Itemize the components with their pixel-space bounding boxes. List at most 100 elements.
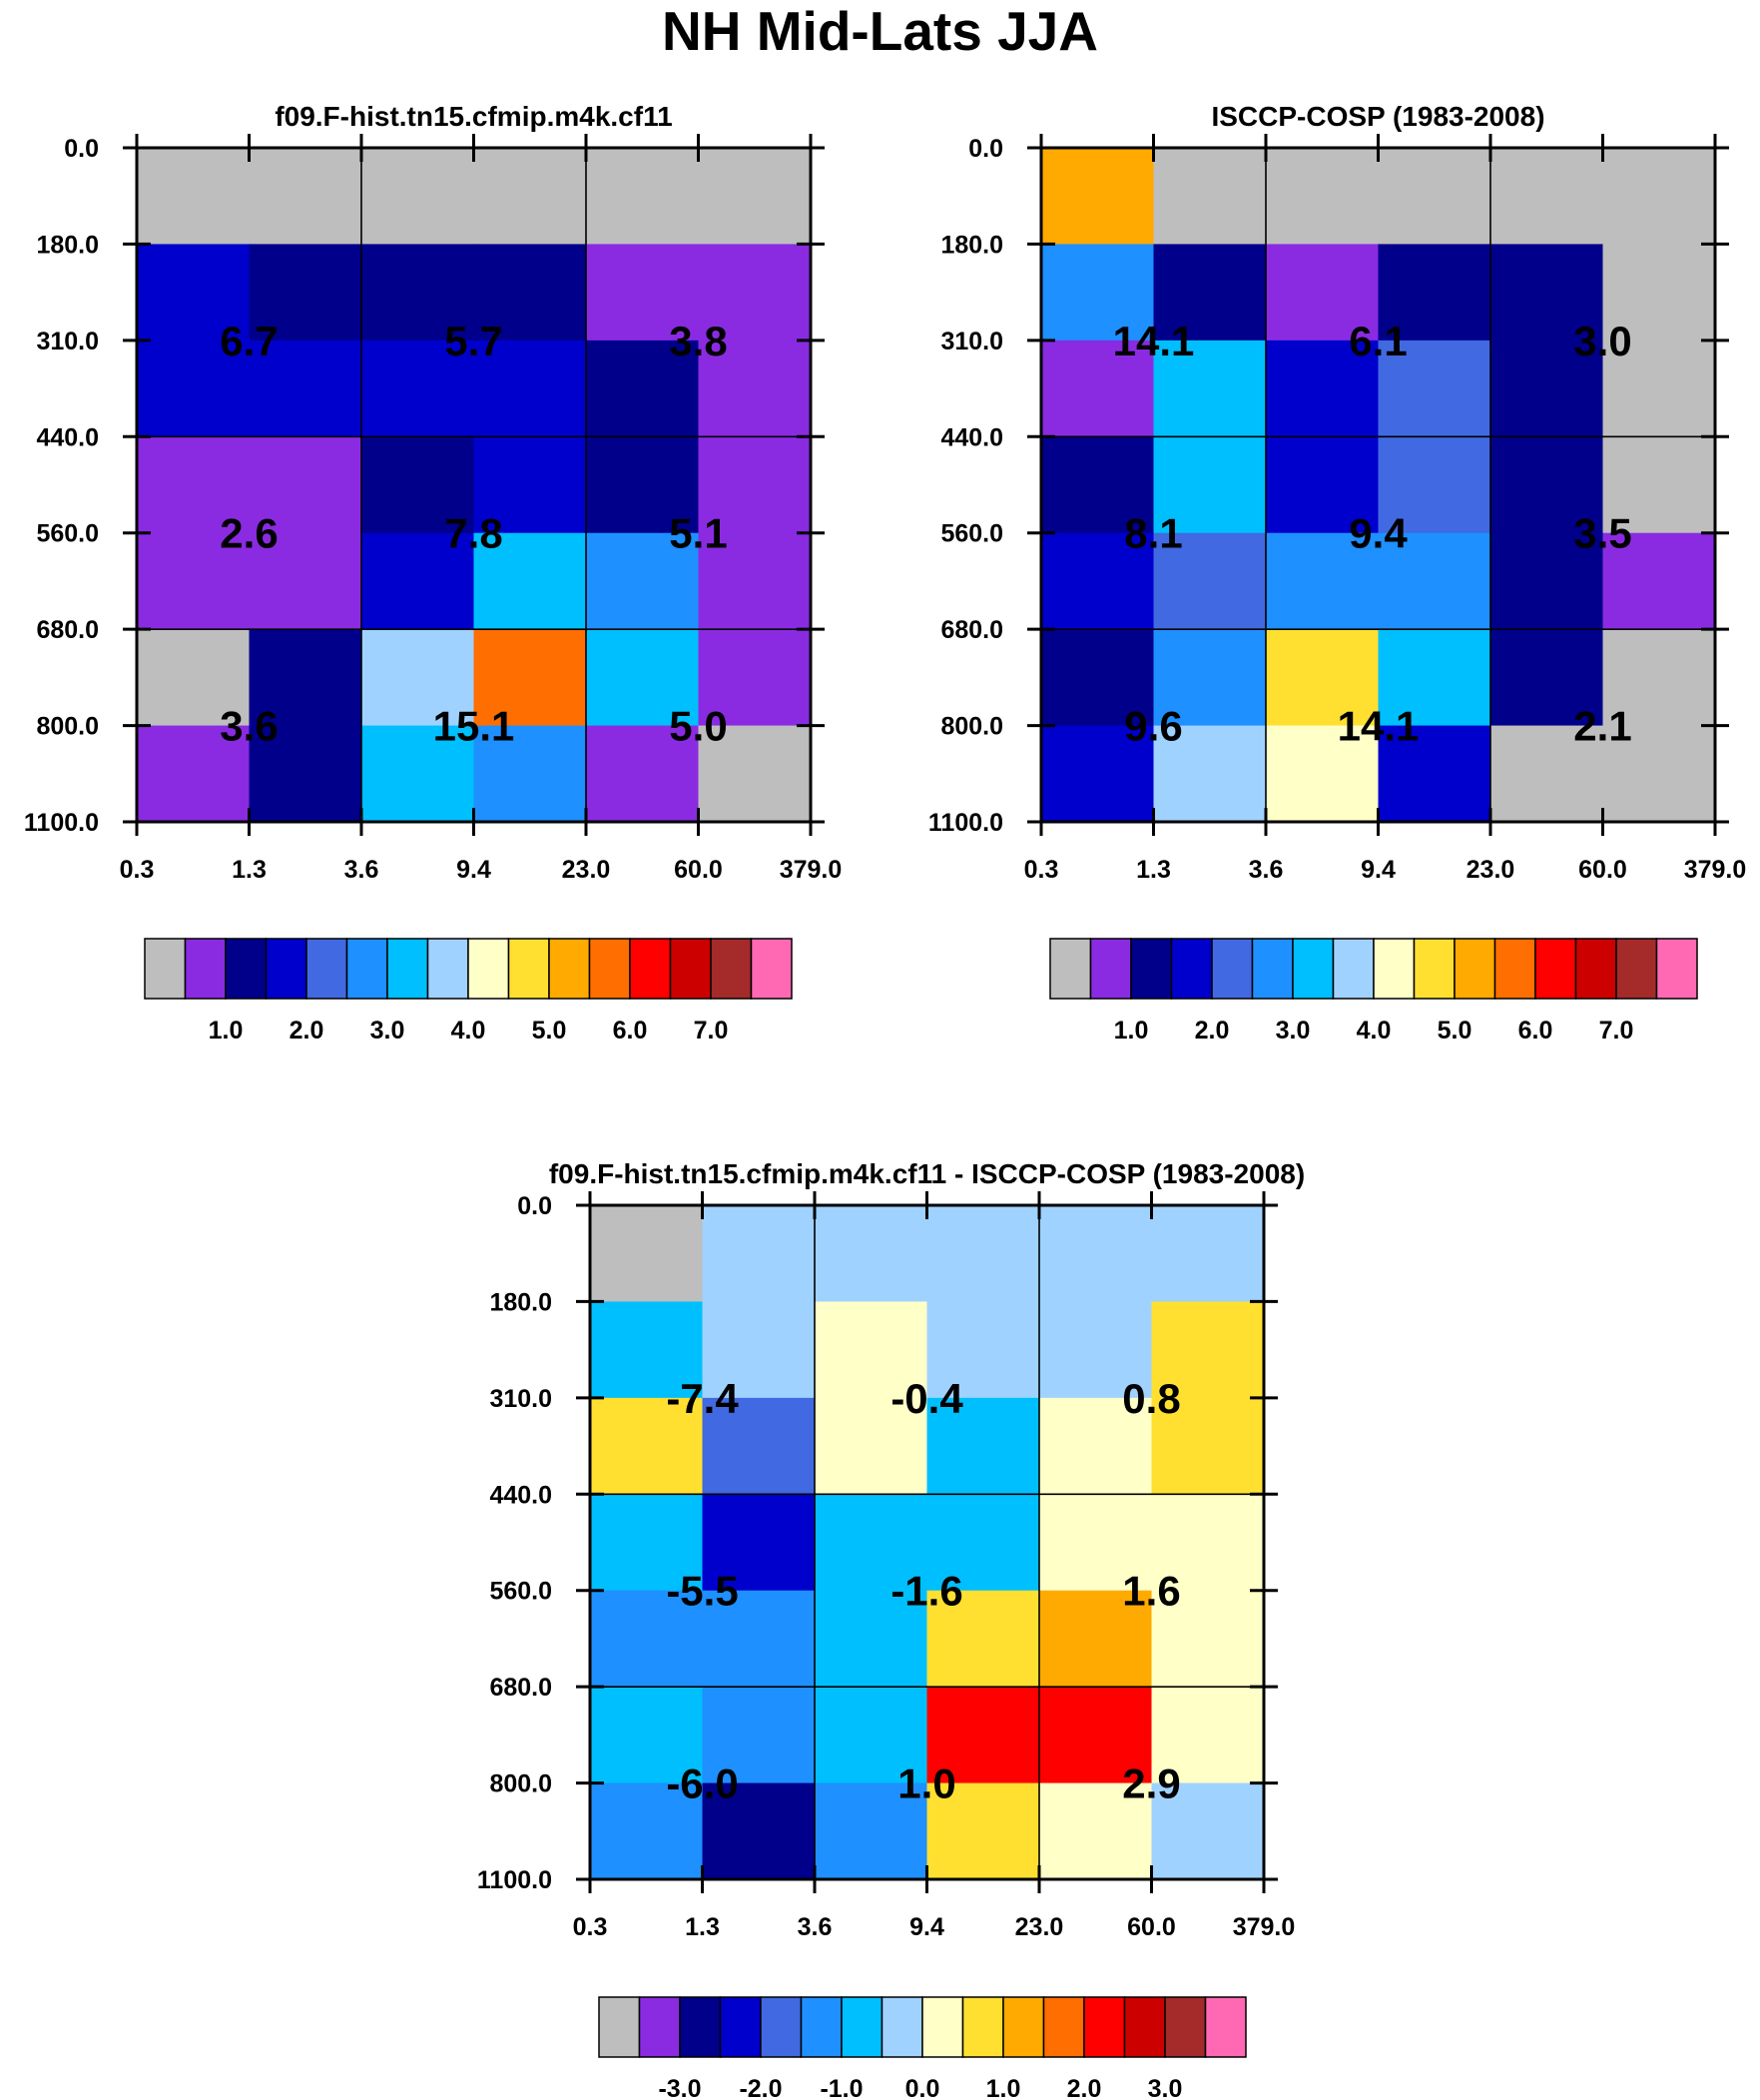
heatmap-cell [702,1494,816,1592]
colorbar-swatch [1204,1996,1247,2058]
heatmap-cell [1153,340,1267,437]
box-value-label: 3.0 [1573,318,1631,364]
x-tick-label: 23.0 [562,856,611,884]
colorbar-swatch [1002,1996,1045,2058]
heatmap-cell [590,1397,704,1495]
y-tick-label: 680.0 [489,1674,552,1702]
heatmap-cell [1378,532,1491,630]
heatmap-cell [361,244,475,342]
heatmap-cell [1151,1205,1265,1303]
heatmap-cell [698,436,812,534]
colorbar-swatch [638,1996,681,2058]
colorbar-label: 7.0 [694,1017,729,1045]
box-value-label: 1.6 [1122,1568,1180,1615]
heatmap-cell [590,1205,704,1303]
x-tick-label: 0.3 [1024,856,1059,884]
heatmap-cell [815,1782,928,1880]
colorbar-swatch [144,938,187,1000]
colorbar-label: 3.0 [1276,1017,1311,1045]
heatmap-cell [249,436,362,534]
heatmap-cell [137,436,251,534]
colorbar-label: -1.0 [820,2075,863,2100]
colorbar-swatch [800,1996,843,2058]
colorbar-swatch [1164,1996,1207,2058]
x-tick-label: 1.3 [232,856,267,884]
box-value-label: 6.7 [220,318,278,364]
heatmap-cell [1151,1301,1265,1399]
y-tick-label: 440.0 [36,423,99,451]
y-tick-label: 800.0 [489,1770,552,1798]
y-tick-label: 1100.0 [24,809,99,837]
x-tick-label: 0.3 [120,856,155,884]
heatmap-cell [137,532,251,630]
heatmap-cell [361,340,475,437]
heatmap-cell [1266,629,1380,727]
heatmap-cell [1151,1782,1265,1880]
y-tick-label: 310.0 [940,328,1003,355]
heatmap-cell [1490,725,1604,823]
heatmap-cell [361,725,475,823]
colorbar-label: 7.0 [1599,1017,1634,1045]
heatmap-cell [698,629,812,727]
colorbar-swatch [710,938,753,1000]
heatmap-cell [1153,148,1267,246]
y-tick-label: 0.0 [968,135,1003,163]
box-value-label: 5.1 [669,510,727,557]
heatmap-cell [137,244,251,342]
heatmap-cell [1266,532,1380,630]
colorbar-label: 3.0 [370,1017,405,1045]
heatmap-cell [473,629,587,727]
heatmap-cell [1378,629,1491,727]
colorbar-label: -2.0 [739,2075,782,2100]
box-value-label: 0.8 [1122,1375,1180,1422]
heatmap-cell [1153,244,1267,342]
box-value-label: 7.8 [444,510,502,557]
x-tick-label: 379.0 [1233,1913,1296,1941]
colorbar-swatch [629,938,672,1000]
x-tick-label: 1.3 [685,1913,720,1941]
heatmap-cell [1039,1590,1153,1688]
box-value-label: 3.6 [220,703,278,750]
heatmap-cell [586,629,700,727]
heatmap-cell [702,1397,816,1495]
heatmap-cell [1151,1397,1265,1495]
colorbar-label: 5.0 [532,1017,567,1045]
colorbar-label: 0.0 [905,2075,940,2100]
colorbar-swatch [225,938,268,1000]
heatmap-cell [698,340,812,437]
heatmap-cell [249,340,362,437]
colorbar-swatch [305,938,348,1000]
heatmap-cell [815,1205,928,1303]
heatmap-cell [1041,629,1155,727]
colorbar-label: 6.0 [613,1017,648,1045]
colorbar-label: 5.0 [1438,1017,1472,1045]
heatmap-cell [1039,1205,1153,1303]
heatmap-cell [1153,725,1267,823]
colorbar-swatch [1292,938,1335,1000]
heatmap-cell [586,244,700,342]
heatmap-cell [926,1205,1040,1303]
heatmap-cell [1490,340,1604,437]
heatmap-cell [1490,436,1604,534]
heatmap-cell [1039,1687,1153,1784]
y-tick-label: 800.0 [36,713,99,741]
heatmap-cell [1151,1494,1265,1592]
colorbar-swatch [265,938,307,1000]
heatmap-cell [1378,340,1491,437]
panel-title: f09.F-hist.tn15.cfmip.m4k.cf11 - ISCCP-C… [549,1158,1305,1189]
colorbar-swatch [1170,938,1213,1000]
heatmap-cell [1041,148,1155,246]
y-tick-label: 560.0 [36,520,99,548]
colorbar-swatch [1493,938,1536,1000]
colorbar-swatch [1373,938,1416,1000]
heatmap-cell [1041,436,1155,534]
x-tick-label: 60.0 [1578,856,1627,884]
heatmap-cell [1041,340,1155,437]
heatmap-cell [1602,148,1716,246]
heatmap-cell [702,1301,816,1399]
heatmap-cell [586,148,700,246]
heatmap-cell [137,629,251,727]
heatmap-cell [1602,532,1716,630]
y-tick-label: 180.0 [940,231,1003,259]
